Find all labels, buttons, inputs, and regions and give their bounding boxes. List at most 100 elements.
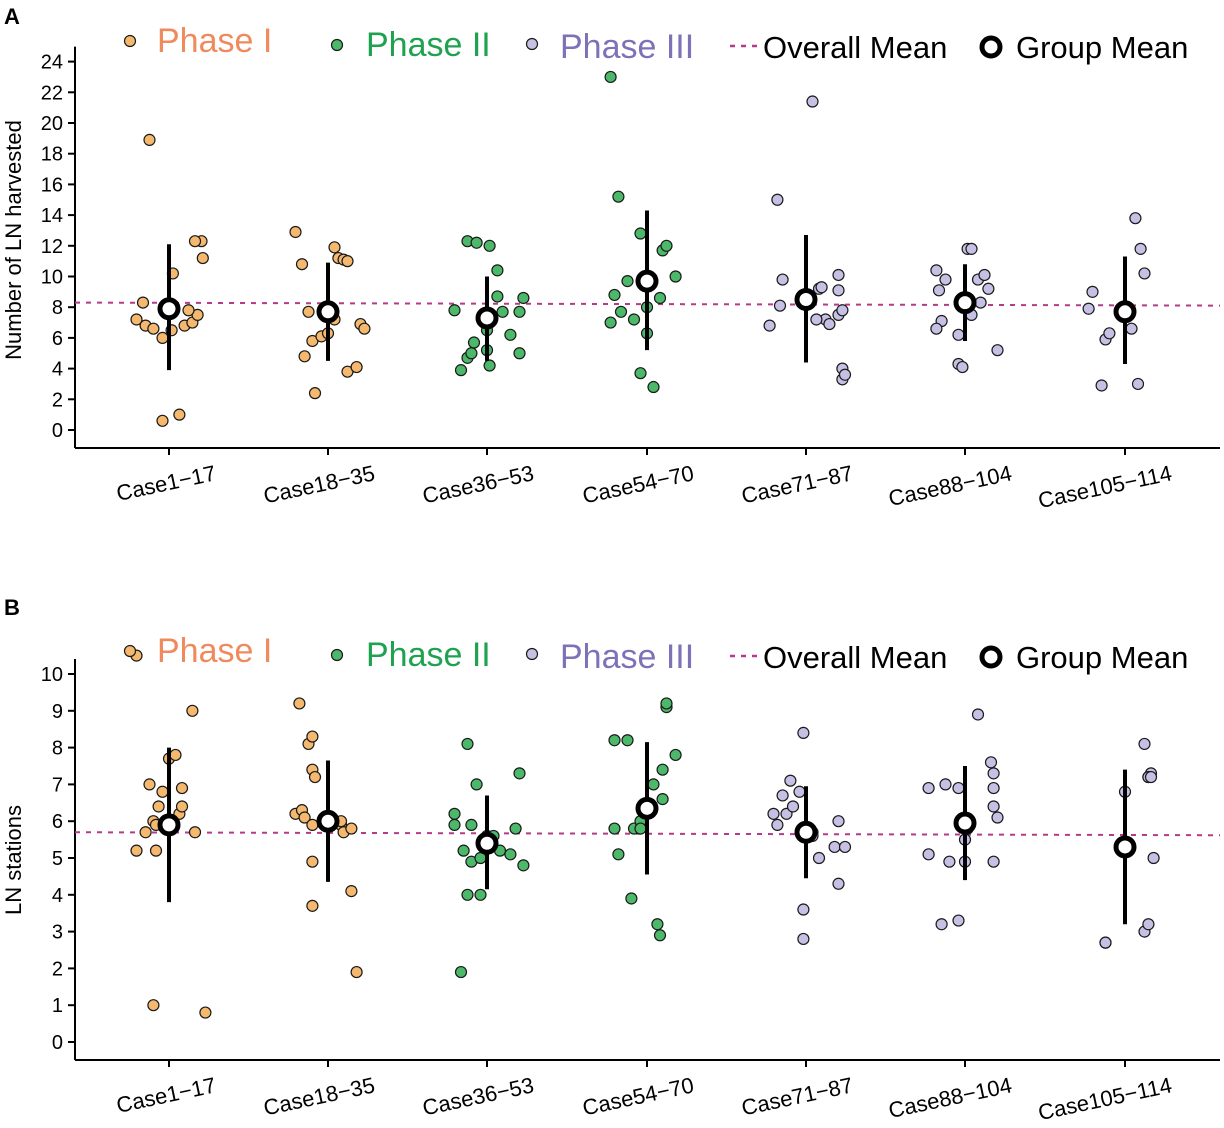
data-point <box>647 380 660 394</box>
data-point <box>653 291 667 305</box>
y-tick-label: 14 <box>41 205 63 227</box>
y-tick-label: 6 <box>52 811 63 833</box>
x-tick-label: Case36−53 <box>420 1072 536 1120</box>
legend-group-marker <box>979 645 1003 669</box>
data-point <box>823 317 836 331</box>
data-point <box>461 888 474 901</box>
data-point <box>306 818 319 831</box>
data-point <box>763 319 776 332</box>
data-point <box>306 855 319 868</box>
data-point <box>669 748 682 762</box>
x-tick-label: Case1−17 <box>114 1072 218 1117</box>
group-mean-marker <box>953 811 977 835</box>
data-point <box>939 778 952 791</box>
x-tick-label: Case88−104 <box>886 1072 1014 1123</box>
data-point <box>991 344 1004 357</box>
data-point <box>812 851 826 865</box>
data-point <box>1125 322 1138 335</box>
data-point <box>952 328 965 341</box>
data-point <box>175 781 189 795</box>
data-point <box>149 844 163 857</box>
data-point <box>1144 770 1158 784</box>
data-point <box>922 848 935 861</box>
data-point <box>143 133 156 146</box>
data-point <box>634 822 647 835</box>
data-point <box>669 270 682 283</box>
data-point <box>771 818 784 831</box>
data-point <box>465 347 478 360</box>
data-point <box>1131 377 1145 391</box>
data-point <box>773 299 787 312</box>
data-point <box>156 414 169 427</box>
data-point <box>483 239 496 252</box>
data-point <box>156 331 169 344</box>
group-mean-marker <box>157 297 181 321</box>
data-point <box>604 70 617 84</box>
y-tick-label: 24 <box>41 52 63 74</box>
data-point <box>483 359 496 372</box>
data-point <box>457 844 470 857</box>
data-point <box>978 268 991 282</box>
legend: Phase I Phase II Phase III Overall Mean Grou… <box>123 632 1188 676</box>
data-point <box>634 227 647 240</box>
legend-group-marker <box>979 35 1003 59</box>
data-point <box>627 313 641 326</box>
data-point <box>656 763 669 776</box>
data-point <box>358 322 371 335</box>
data-point <box>984 756 998 769</box>
data-point <box>784 774 797 787</box>
group-mean-marker <box>1113 835 1137 859</box>
data-point <box>971 708 985 721</box>
data-point <box>797 932 810 946</box>
data-point <box>186 704 199 717</box>
data-point <box>1138 267 1151 280</box>
group-mean-marker <box>953 291 977 315</box>
data-point <box>147 322 160 335</box>
data-point <box>987 855 1000 868</box>
y-tick-label: 4 <box>52 885 63 907</box>
data-point <box>922 781 935 795</box>
legend-overall-label: Overall Mean <box>763 640 947 675</box>
data-point <box>298 811 311 824</box>
data-point <box>956 360 969 374</box>
data-point <box>608 288 621 302</box>
panel-b: B 0 1 2 3 4 5 6 7 8 9 10 LN stations Case1−17 Case18−3… <box>1 595 1221 1125</box>
data-point <box>776 273 789 286</box>
data-point <box>767 807 780 820</box>
y-tick-label: 3 <box>52 922 63 944</box>
x-tick-label: Case71−87 <box>739 1072 855 1120</box>
legend-phase3-label: Phase III <box>560 638 694 676</box>
data-point <box>173 408 186 421</box>
y-tick-label: 18 <box>41 144 63 166</box>
data-point <box>604 316 617 329</box>
data-point <box>513 767 526 780</box>
y-tick-label: 0 <box>52 420 63 442</box>
data-point <box>345 822 358 835</box>
data-point <box>306 730 319 743</box>
data-point <box>776 789 789 802</box>
data-point <box>504 328 517 341</box>
y-tick-label: 5 <box>52 848 63 870</box>
data-point <box>991 811 1004 824</box>
x-tick-label: Case54−70 <box>580 460 696 508</box>
data-point <box>797 726 810 739</box>
y-tick-label: 0 <box>52 1032 63 1054</box>
data-point <box>491 264 504 277</box>
data-point <box>302 305 315 318</box>
group-mean-marker <box>475 831 499 855</box>
data-point <box>660 239 673 252</box>
legend-phase3-label: Phase III <box>560 28 694 66</box>
x-tick-label: Case18−35 <box>261 460 377 508</box>
data-point <box>608 734 621 747</box>
legend-phase2-marker <box>330 38 344 52</box>
data-point <box>653 929 667 942</box>
data-point <box>465 818 478 831</box>
data-point <box>987 781 1000 795</box>
y-axis-label: LN stations <box>1 805 26 915</box>
data-point <box>470 778 483 791</box>
data-point <box>509 822 522 835</box>
data-point <box>838 368 852 381</box>
data-point <box>1099 936 1112 949</box>
data-point <box>1142 918 1155 931</box>
